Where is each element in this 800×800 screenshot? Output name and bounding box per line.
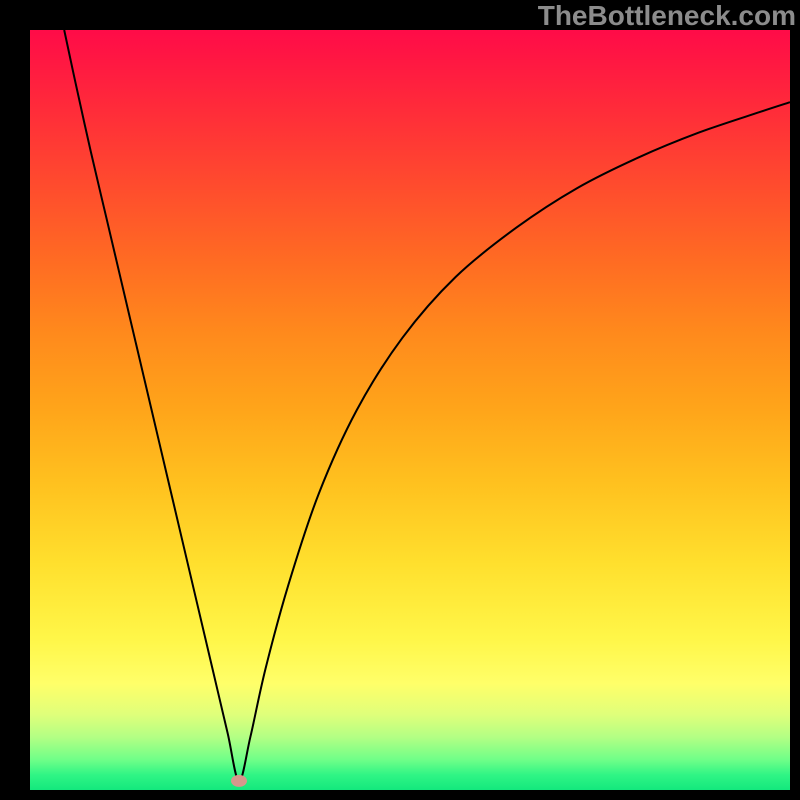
plot-background — [30, 30, 790, 790]
chart-svg — [0, 0, 800, 800]
minimum-marker — [231, 775, 247, 787]
chart-container: TheBottleneck.com — [0, 0, 800, 800]
